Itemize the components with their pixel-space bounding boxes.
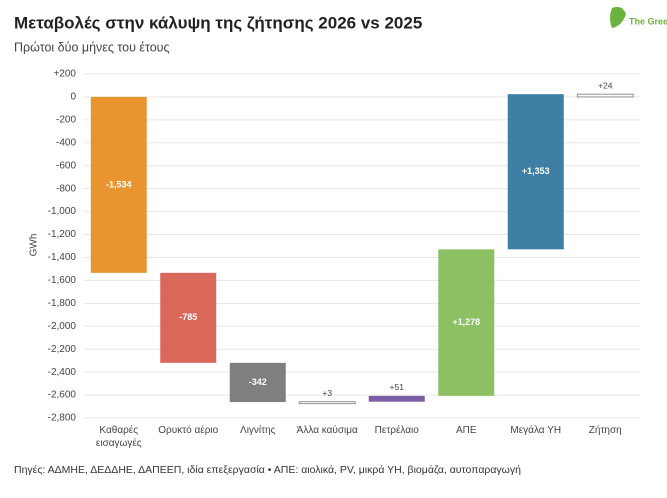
data-label: -1,534 bbox=[106, 179, 132, 189]
y-tick-label: -1,200 bbox=[48, 229, 77, 240]
y-tick-label: -200 bbox=[56, 115, 76, 126]
x-tick-label: Μεγάλα ΥΗ bbox=[510, 425, 562, 436]
bar bbox=[90, 96, 147, 273]
y-tick-label: -2,600 bbox=[48, 390, 77, 401]
data-label: +1,278 bbox=[452, 317, 480, 327]
y-tick-label: -2,000 bbox=[48, 321, 77, 332]
y-tick-label: -800 bbox=[56, 183, 76, 194]
chart-subtitle: Πρώτοι δύο μήνες του έτους bbox=[14, 40, 170, 54]
y-tick-label: -2,800 bbox=[48, 413, 77, 424]
y-tick-label: -2,400 bbox=[48, 367, 77, 378]
bar bbox=[229, 362, 286, 403]
bar bbox=[298, 401, 356, 405]
y-tick-label: -1,000 bbox=[48, 206, 77, 217]
x-tick-label: Καθαρές εισαγωγές bbox=[95, 425, 142, 449]
footer: Πηγές: ΑΔΜΗΕ, ΔΕΔΔΗΕ, ΔΑΠΕΕΠ, ιδία επεξε… bbox=[14, 464, 521, 476]
logo-icon bbox=[610, 6, 626, 28]
bar bbox=[160, 272, 217, 363]
y-tick-label: -1,600 bbox=[48, 275, 77, 286]
x-tick-label: Άλλα καύσιμα bbox=[296, 425, 358, 436]
y-tick-label: +200 bbox=[53, 69, 76, 80]
data-label: +3 bbox=[322, 388, 332, 398]
bar bbox=[368, 395, 425, 402]
y-tick-label: -1,400 bbox=[48, 252, 77, 263]
y-tick-label: -600 bbox=[56, 160, 76, 171]
bar bbox=[507, 94, 564, 250]
y-tick-label: -400 bbox=[56, 137, 76, 148]
y-tick-label: -1,800 bbox=[48, 298, 77, 309]
data-label: +51 bbox=[390, 382, 405, 392]
y-tick-label: -2,200 bbox=[48, 344, 77, 355]
data-label: +1,353 bbox=[522, 166, 550, 176]
x-tick-label: Πετρέλαιο bbox=[374, 425, 419, 436]
chart-title: Μεταβολές στην κάλυψη της ζήτησης 2026 v… bbox=[14, 13, 422, 32]
x-tick-label: ΑΠΕ bbox=[455, 425, 477, 436]
data-label: +24 bbox=[598, 80, 613, 90]
y-axis-label: GWh bbox=[29, 234, 40, 257]
x-tick-label: Λιγνίτης bbox=[240, 425, 276, 436]
bar bbox=[576, 93, 634, 98]
logo: The Green Tank bbox=[629, 16, 667, 26]
y-tick-label: 0 bbox=[70, 92, 76, 103]
bar bbox=[438, 249, 495, 396]
data-label: -342 bbox=[249, 377, 267, 387]
x-tick-label: Ορυκτό αέριο bbox=[158, 425, 219, 436]
data-label: -785 bbox=[179, 312, 197, 322]
x-tick-label: Ζήτηση bbox=[588, 425, 622, 436]
